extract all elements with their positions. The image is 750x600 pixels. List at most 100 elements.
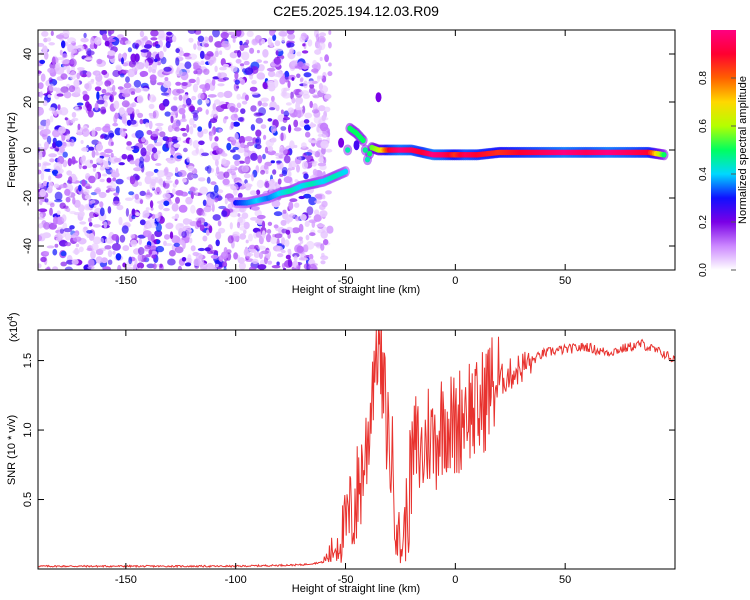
heatmap-noise-cell — [149, 74, 157, 81]
heatmap-noise-cell — [211, 78, 216, 86]
heatmap-noise-cell — [115, 168, 119, 177]
heatmap-noise-cell — [145, 122, 149, 128]
heatmap-noise-cell — [237, 50, 242, 58]
colorbar-tick-label: 0.6 — [698, 119, 709, 133]
heatmap-noise-cell — [232, 146, 239, 151]
heatmap-noise-cell — [283, 87, 291, 92]
heatmap-noise-cell — [197, 99, 203, 106]
heatmap-noise-cell — [82, 165, 88, 170]
heatmap-noise-cell — [249, 248, 257, 253]
heatmap-noise-cell — [49, 115, 54, 123]
heatmap-noise-cell — [148, 66, 153, 73]
heatmap-noise-cell — [134, 193, 139, 200]
heatmap-noise-cell — [112, 69, 121, 78]
heatmap-noise-cell — [204, 43, 209, 48]
heatmap-noise-cell — [88, 175, 96, 184]
heatmap-noise-cell — [209, 191, 219, 200]
heatmap-noise-cell — [165, 41, 171, 49]
heatmap-noise-cell — [44, 141, 49, 150]
heatmap-noise-cell — [202, 87, 206, 94]
snr-xtick-label: 0 — [452, 574, 458, 586]
heatmap-noise-cell — [255, 117, 263, 124]
heatmap-noise-cell — [180, 127, 187, 132]
heatmap-noise-cell — [110, 141, 114, 146]
heatmap-noise-cell — [212, 214, 221, 221]
heatmap-noise-cell — [150, 37, 158, 41]
heatmap-noise-cell — [163, 45, 167, 52]
heatmap-noise-cell — [281, 237, 286, 246]
heatmap-noise-cell — [69, 70, 77, 80]
heatmap-noise-cell — [229, 222, 233, 230]
heatmap-noise-cell — [229, 106, 236, 113]
heatmap-noise-cell — [53, 216, 58, 226]
heatmap-noise-cell — [162, 193, 171, 200]
heatmap-noise-cell — [49, 158, 55, 163]
heatmap-noise-cell — [132, 66, 137, 72]
heatmap-marks — [38, 30, 669, 270]
heatmap-noise-cell — [133, 79, 142, 88]
snr-frame — [37, 329, 676, 570]
heatmap-noise-cell — [146, 219, 156, 224]
heatmap-noise-cell — [189, 118, 195, 126]
heatmap-xtick-label: -50 — [338, 275, 354, 287]
heatmap-noise-cell — [150, 130, 160, 137]
heatmap-noise-cell — [125, 76, 130, 83]
heatmap-noise-cell — [309, 100, 314, 109]
heatmap-noise-cell — [79, 221, 87, 225]
heatmap-noise-cell — [70, 119, 76, 124]
heatmap-noise-cell — [318, 32, 327, 37]
heatmap-noise-cell — [246, 252, 254, 257]
heatmap-noise-cell — [262, 153, 266, 160]
heatmap-noise-cell — [139, 156, 145, 164]
heatmap-noise-cell — [175, 236, 181, 244]
heatmap-noise-cell — [264, 146, 269, 154]
heatmap-noise-cell — [169, 231, 174, 239]
heatmap-noise-cell — [208, 59, 214, 65]
heatmap-noise-cell — [308, 87, 316, 94]
heatmap-noise-cell — [221, 158, 227, 165]
heatmap-axes: -150 -100 -50 0 50 -40 -20 0 20 40 — [22, 30, 675, 287]
heatmap-noise-cell — [240, 142, 245, 148]
heatmap-noise-cell — [145, 207, 150, 211]
heatmap-noise-cell — [299, 78, 303, 83]
heatmap-noise-cell — [168, 141, 173, 149]
heatmap-noise-cell — [226, 142, 232, 151]
heatmap-noise-cell — [213, 184, 219, 193]
heatmap-noise-cell — [86, 185, 93, 190]
heatmap-noise-cell — [270, 160, 275, 164]
heatmap-noise-cell — [291, 227, 301, 234]
heatmap-noise-cell — [253, 251, 261, 258]
heatmap-noise-cell — [158, 50, 164, 59]
heatmap-noise-cell — [256, 49, 260, 54]
heatmap-noise-cell — [261, 230, 266, 239]
heatmap-noise-cell — [39, 90, 43, 99]
heatmap-noise-cell — [288, 171, 292, 178]
heatmap-noise-cell — [273, 56, 281, 65]
heatmap-noise-cell — [245, 182, 249, 187]
heatmap-noise-cell — [236, 221, 241, 229]
heatmap-noise-cell — [107, 206, 112, 214]
heatmap-noise-cell — [235, 58, 242, 64]
heatmap-noise-cell — [199, 224, 205, 232]
heatmap-noise-cell — [80, 140, 84, 144]
heatmap-noise-cell — [218, 205, 227, 210]
heatmap-noise-cell — [187, 254, 192, 262]
heatmap-noise-cell — [255, 138, 260, 143]
heatmap-noise-cell — [255, 129, 262, 137]
heatmap-noise-cell — [188, 78, 196, 84]
heatmap-noise-cell — [291, 97, 296, 104]
heatmap-noise-cell — [294, 179, 299, 183]
heatmap-noise-cell — [113, 192, 119, 196]
heatmap-noise-cell — [71, 49, 76, 55]
heatmap-noise-cell — [113, 100, 120, 110]
heatmap-noise-cell — [173, 96, 178, 101]
heatmap-noise-cell — [94, 86, 102, 92]
heatmap-noise-cell — [197, 45, 202, 51]
heatmap-noise-cell — [272, 169, 277, 175]
heatmap-noise-cell — [158, 203, 164, 210]
heatmap-noise-cell — [110, 152, 114, 158]
heatmap-noise-cell — [269, 30, 275, 36]
heatmap-noise-cell — [215, 239, 220, 247]
heatmap-ylabel: Frequency (Hz) — [6, 112, 18, 188]
heatmap-noise-cell — [138, 181, 142, 186]
